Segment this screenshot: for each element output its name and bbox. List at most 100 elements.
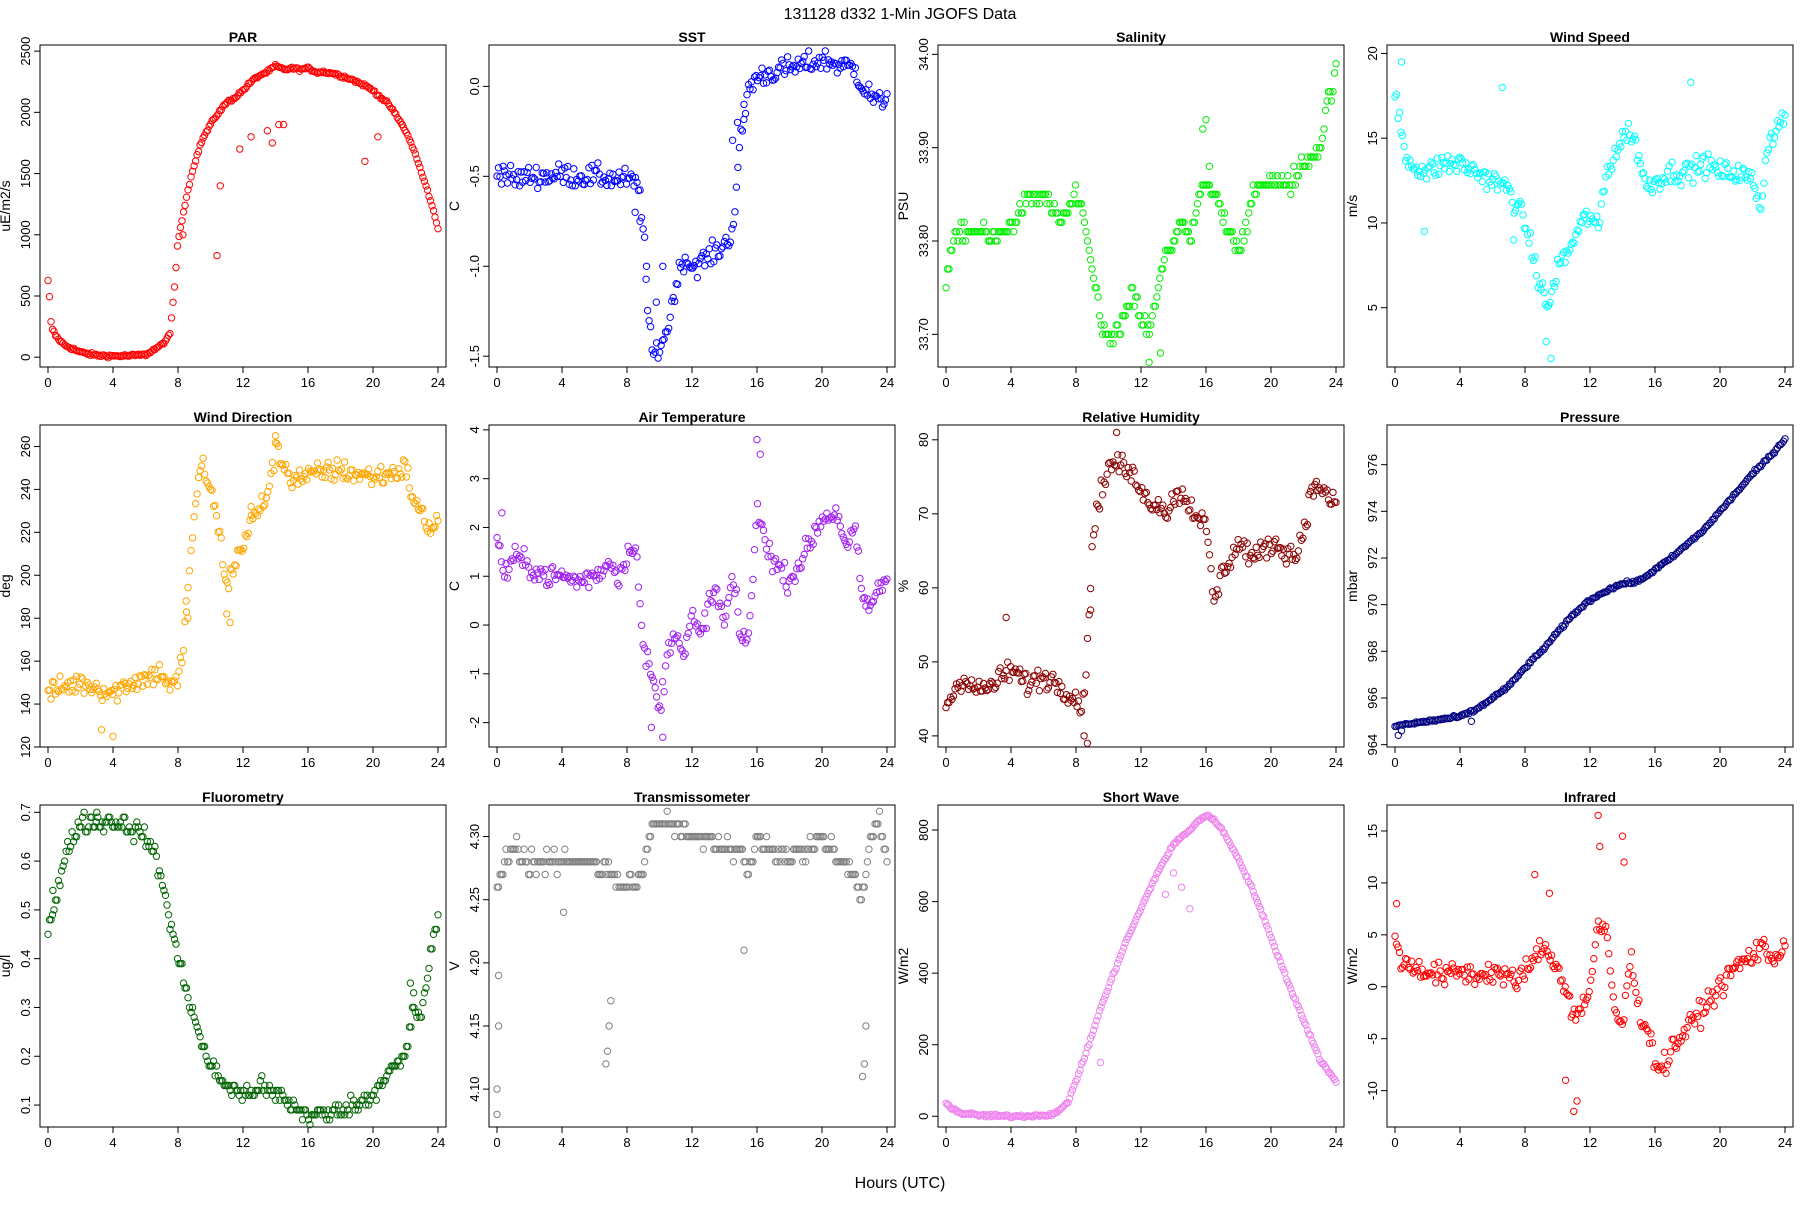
data-point: [178, 959, 186, 968]
x-tick-label: 24: [880, 1135, 894, 1150]
data-point: [1694, 168, 1702, 176]
data-point: [410, 146, 418, 154]
data-point: [493, 883, 501, 891]
data-point: [783, 53, 792, 61]
data-point: [1172, 228, 1181, 236]
data-point: [880, 845, 888, 853]
y-tick-label: 968: [1365, 640, 1380, 662]
data-point: [110, 685, 119, 694]
data-point: [1627, 579, 1636, 588]
data-point: [1041, 190, 1050, 199]
data-point: [506, 161, 515, 170]
data-point: [634, 583, 643, 591]
data-point: [1297, 536, 1306, 544]
data-point: [155, 661, 164, 669]
data-point: [244, 529, 253, 537]
x-tick-label: 4: [1007, 1135, 1014, 1150]
data-point: [692, 622, 700, 630]
data-point: [561, 845, 569, 853]
data-point: [1243, 228, 1251, 236]
data-point: [1454, 155, 1462, 163]
data-point: [1600, 187, 1609, 196]
data-point: [594, 159, 602, 167]
data-point: [1731, 963, 1740, 971]
data-point: [1238, 228, 1247, 236]
y-tick-label: 260: [18, 436, 33, 458]
data-point: [1329, 488, 1337, 497]
y-tick-label: 4.10: [467, 1076, 482, 1101]
data-point: [176, 959, 185, 968]
data-point: [503, 179, 512, 187]
data-point: [1138, 484, 1146, 492]
data-point: [1296, 1006, 1304, 1014]
data-point: [1507, 188, 1515, 196]
data-point: [1749, 950, 1758, 958]
data-point: [1205, 181, 1214, 189]
data-point: [1442, 159, 1450, 168]
y-tick-label: 0: [916, 1113, 931, 1120]
data-point: [158, 881, 167, 890]
data-point: [728, 225, 736, 233]
data-point: [949, 692, 958, 700]
data-point: [1636, 159, 1645, 168]
plot-frame: [1386, 424, 1794, 748]
data-point: [1255, 553, 1263, 562]
data-point: [1290, 162, 1298, 171]
data-point: [625, 870, 634, 879]
data-point: [356, 475, 364, 483]
data-point: [511, 845, 519, 853]
data-point: [1272, 535, 1280, 543]
data-point: [1391, 932, 1399, 940]
data-point: [1023, 690, 1032, 698]
data-point: [1288, 181, 1297, 189]
data-point: [948, 246, 956, 255]
data-point: [292, 473, 301, 481]
data-point: [243, 1081, 251, 1090]
y-axis-label: PSU: [895, 192, 911, 221]
data-point: [1550, 283, 1559, 291]
data-point: [1085, 611, 1093, 619]
data-point-outlier: [1145, 358, 1153, 366]
data-point: [701, 262, 709, 270]
x-tick-label: 16: [750, 1135, 764, 1150]
data-point: [1697, 160, 1705, 169]
data-point: [1264, 535, 1272, 543]
data-point: [1248, 200, 1256, 208]
data-point: [1190, 514, 1199, 522]
data-point: [1430, 960, 1438, 968]
data-point: [1225, 838, 1233, 846]
data-point-outlier: [1086, 606, 1095, 614]
data-point: [1459, 159, 1467, 167]
data-point: [256, 1077, 264, 1085]
data-point: [960, 218, 968, 227]
data-point: [1257, 905, 1265, 913]
data-point: [255, 505, 263, 513]
data-point-outlier: [1573, 1097, 1581, 1105]
data-point-outlier: [109, 732, 117, 740]
data-point: [1254, 898, 1262, 907]
data-point: [377, 1077, 385, 1085]
x-tick-label: 24: [431, 755, 445, 770]
data-point: [705, 589, 713, 598]
data-point: [199, 1042, 207, 1051]
data-point: [655, 348, 664, 356]
y-tick-label: 15: [1365, 131, 1380, 145]
data-point: [1314, 153, 1322, 161]
data-point: [419, 173, 427, 181]
data-point: [1229, 845, 1238, 854]
data-point: [172, 940, 180, 948]
data-point-outlier: [1083, 739, 1092, 747]
data-point: [1556, 258, 1565, 267]
data-point: [225, 584, 233, 593]
data-point: [957, 218, 965, 227]
data-point: [1162, 513, 1170, 521]
data-point: [217, 106, 225, 114]
data-point: [1630, 132, 1639, 140]
data-point: [1567, 240, 1575, 248]
data-point: [877, 95, 885, 103]
